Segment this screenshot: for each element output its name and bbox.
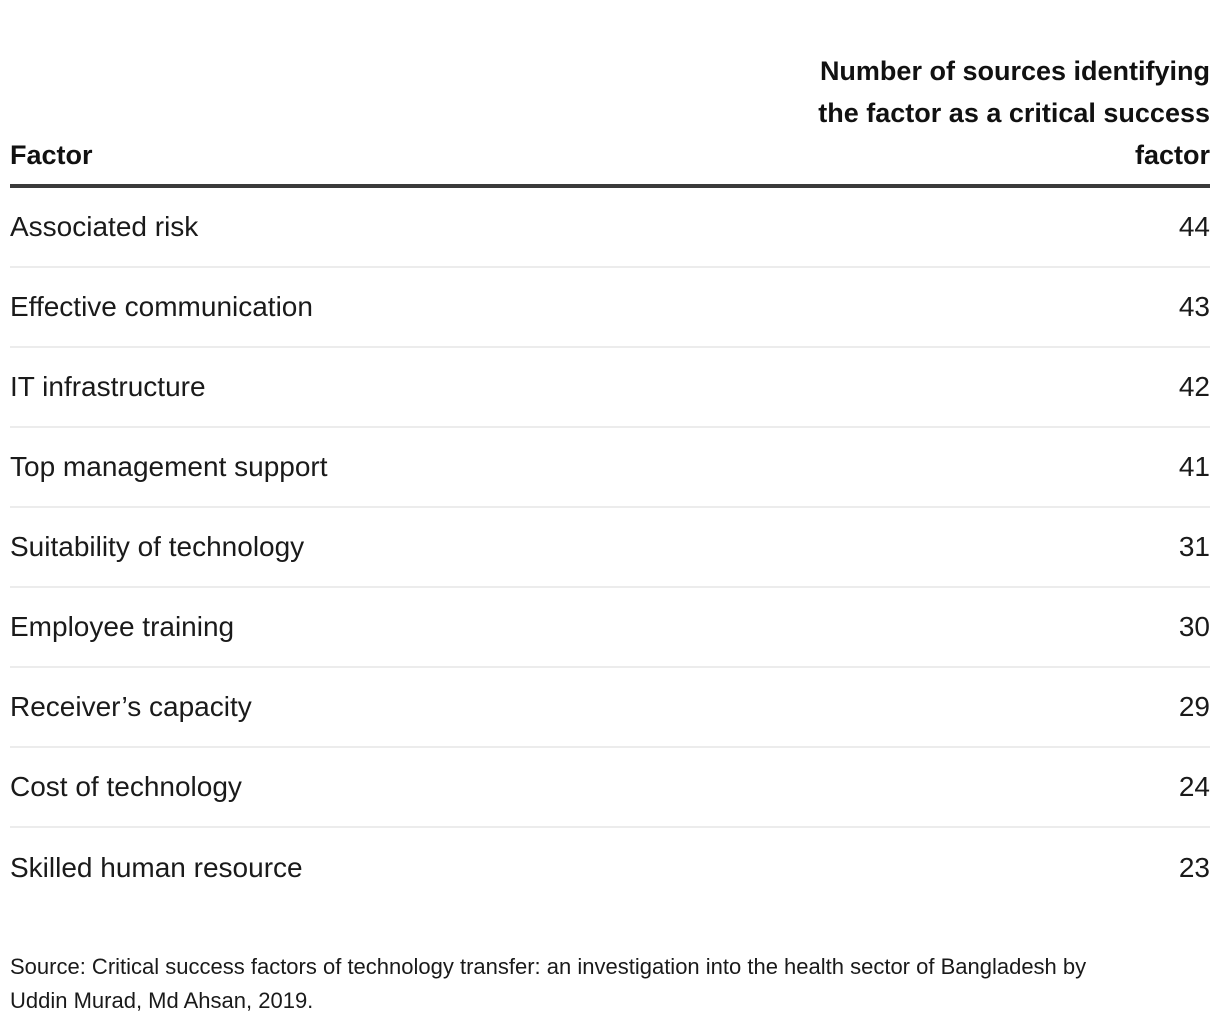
table-row: Effective communication 43 (10, 268, 1210, 348)
column-header-count: Number of sources identifying the factor… (818, 50, 1210, 176)
table-row: Suitability of technology 31 (10, 508, 1210, 588)
column-header-count-line-2: the factor as a critical success (818, 98, 1210, 128)
factor-cell: Employee training (10, 611, 235, 642)
count-cell: 29 (1178, 691, 1210, 722)
table-body: Associated risk 44 Effective communicati… (10, 188, 1210, 908)
table-row: Associated risk 44 (10, 188, 1210, 268)
factor-cell: Effective communication (10, 291, 313, 322)
count-cell: 43 (1178, 291, 1210, 322)
column-header-count-line-1: Number of sources identifying (819, 56, 1210, 86)
table-row: Employee training 30 (10, 588, 1210, 668)
table-row: Receiver’s capacity 29 (10, 668, 1210, 748)
table-header-row: Factor Number of sources identifying the… (10, 0, 1210, 188)
table-row: Skilled human resource 23 (10, 828, 1210, 908)
count-cell: 31 (1178, 531, 1210, 562)
table-row: Top management support 41 (10, 428, 1210, 508)
factor-cell: Receiver’s capacity (10, 691, 252, 722)
factor-cell: Cost of technology (10, 771, 242, 802)
count-cell: 24 (1178, 771, 1210, 802)
table-row: Cost of technology 24 (10, 748, 1210, 828)
count-cell: 23 (1178, 852, 1210, 883)
factor-cell: Associated risk (10, 211, 199, 242)
count-cell: 44 (1178, 211, 1210, 242)
factor-cell: Suitability of technology (10, 531, 305, 562)
column-header-count-line-3: factor (1134, 140, 1210, 170)
factor-cell: IT infrastructure (10, 371, 206, 402)
count-cell: 30 (1178, 611, 1210, 642)
factor-cell: Skilled human resource (10, 852, 303, 883)
column-header-factor: Factor (10, 140, 93, 170)
count-cell: 42 (1178, 371, 1210, 402)
count-cell: 41 (1178, 451, 1210, 482)
table-row: IT infrastructure 42 (10, 348, 1210, 428)
factor-cell: Top management support (10, 451, 328, 482)
source-note: Source: Critical success factors of tech… (10, 954, 1087, 1013)
